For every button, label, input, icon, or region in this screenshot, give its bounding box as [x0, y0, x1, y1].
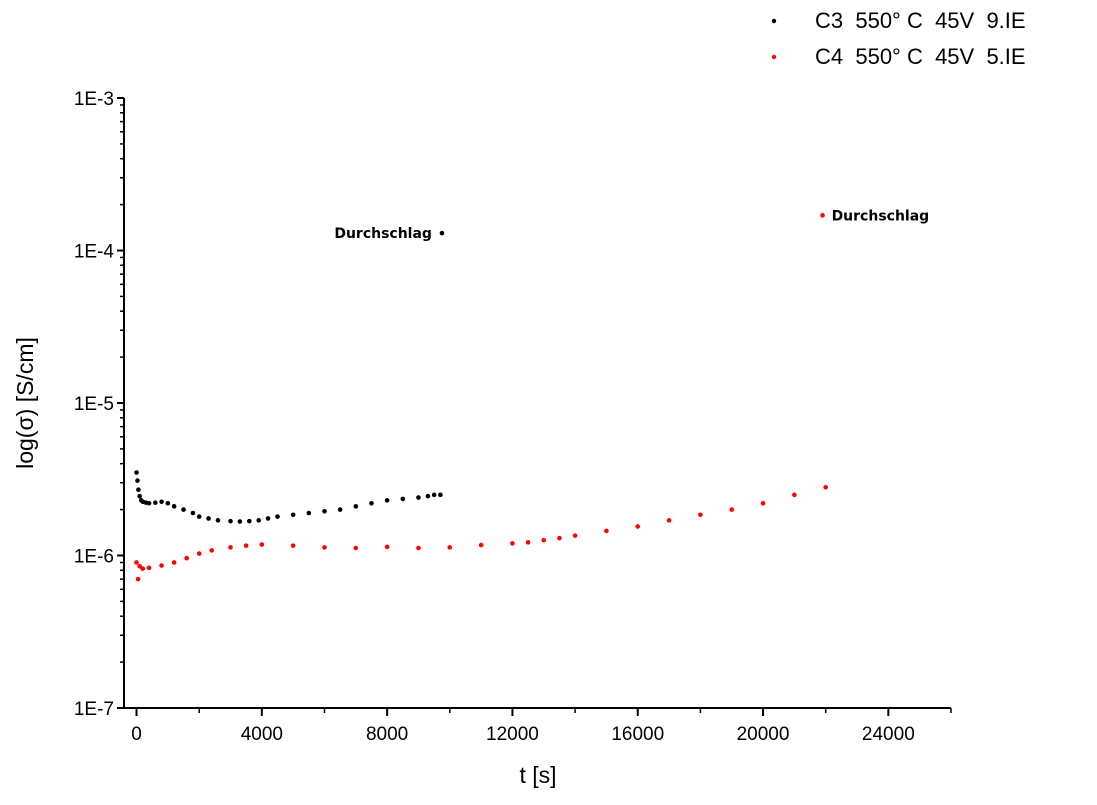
data-point [243, 543, 249, 548]
data-point [275, 514, 280, 519]
data-point [541, 537, 547, 543]
data-point [171, 504, 177, 509]
x-axis-title: t [s] [519, 762, 556, 788]
legend-marker-c4 [771, 54, 777, 60]
x-ticks: 0 4000 8000 12000 16000 20000 24000 [131, 708, 952, 745]
data-point [635, 524, 641, 529]
data-point [196, 551, 202, 556]
data-point [760, 500, 766, 506]
x-tick-label: 4000 [241, 724, 283, 745]
data-point [190, 510, 196, 516]
legend-marker-c3 [771, 18, 777, 24]
data-point [416, 495, 421, 500]
breakdown-annotation: Durchschlag [334, 226, 432, 242]
data-point [134, 560, 139, 565]
data-point [159, 563, 164, 568]
data-point [137, 493, 142, 499]
data-point [134, 470, 139, 475]
annotation-layer: Durchschlag Durchschlag [334, 208, 929, 242]
breakdown-point [820, 213, 825, 218]
x-tick-label: 24000 [862, 724, 915, 745]
data-point [431, 492, 437, 498]
data-point [290, 512, 296, 518]
y-tick-label: 1E-3 [74, 89, 114, 110]
data-point [146, 565, 152, 571]
data-point [337, 507, 343, 512]
data-point [146, 500, 152, 506]
data-point [447, 545, 453, 550]
data-point [196, 514, 202, 519]
series-0 [134, 470, 443, 524]
series-layer [134, 470, 828, 582]
data-point [165, 500, 171, 506]
data-point [384, 544, 390, 550]
data-point [698, 512, 703, 518]
legend-label-c3: C3 550° C 45V 9.IE [815, 8, 1026, 33]
y-tick-label: 1E-5 [74, 394, 114, 415]
data-point [290, 543, 296, 548]
data-point [478, 542, 484, 548]
data-point [353, 545, 359, 551]
data-point [666, 518, 672, 523]
data-point [256, 518, 262, 523]
x-tick-label: 0 [131, 724, 142, 745]
data-point [215, 518, 221, 523]
data-point [416, 545, 421, 551]
breakdown-annotation: Durchschlag [832, 208, 930, 224]
data-point [171, 560, 177, 565]
data-point [306, 510, 312, 516]
data-point [322, 545, 327, 550]
y-tick-label: 1E-7 [74, 699, 114, 720]
legend-label-c4: C4 550° C 45V 5.IE [815, 44, 1026, 69]
data-point [184, 555, 189, 561]
y-axis: 1E-7 1E-6 1E-5 1E-4 1E-3 [74, 89, 125, 720]
data-point [259, 542, 265, 547]
data-point [438, 492, 443, 498]
x-axis: 0 4000 8000 12000 16000 20000 24000 [124, 707, 952, 745]
data-point [557, 535, 562, 541]
data-point [729, 507, 735, 512]
data-point [400, 496, 406, 502]
data-point [265, 516, 271, 521]
x-tick-label: 12000 [486, 724, 539, 745]
data-point [228, 545, 233, 550]
y-ticks: 1E-7 1E-6 1E-5 1E-4 1E-3 [74, 89, 124, 720]
data-point [206, 516, 211, 521]
y-axis-title: log(σ) [S/cm] [12, 337, 38, 469]
data-point [247, 518, 252, 524]
data-point [353, 504, 359, 509]
data-point [159, 499, 164, 505]
data-point [181, 507, 186, 512]
data-point [823, 485, 828, 490]
x-tick-label: 20000 [737, 724, 790, 745]
data-point [209, 548, 215, 553]
data-point [136, 487, 141, 493]
breakdown-point [439, 230, 445, 236]
series-1 [134, 485, 828, 582]
x-tick-label: 8000 [366, 724, 408, 745]
data-point [510, 541, 515, 546]
data-point [525, 540, 531, 545]
x-tick-label: 16000 [611, 724, 664, 745]
data-point [228, 518, 233, 524]
data-point [137, 563, 142, 569]
data-point [237, 519, 243, 524]
data-point [153, 500, 158, 505]
data-point [135, 478, 140, 483]
data-point [135, 576, 141, 582]
data-point [322, 508, 327, 514]
y-tick-label: 1E-6 [74, 547, 114, 568]
data-point [604, 528, 609, 534]
data-point [572, 533, 578, 538]
data-point [792, 492, 797, 498]
y-tick-label: 1E-4 [74, 242, 115, 263]
data-point [140, 566, 146, 571]
data-point [369, 500, 374, 506]
legend: C3 550° C 45V 9.IE C4 550° C 45V 5.IE [771, 8, 1026, 69]
data-point [425, 493, 431, 499]
data-point [384, 498, 390, 503]
